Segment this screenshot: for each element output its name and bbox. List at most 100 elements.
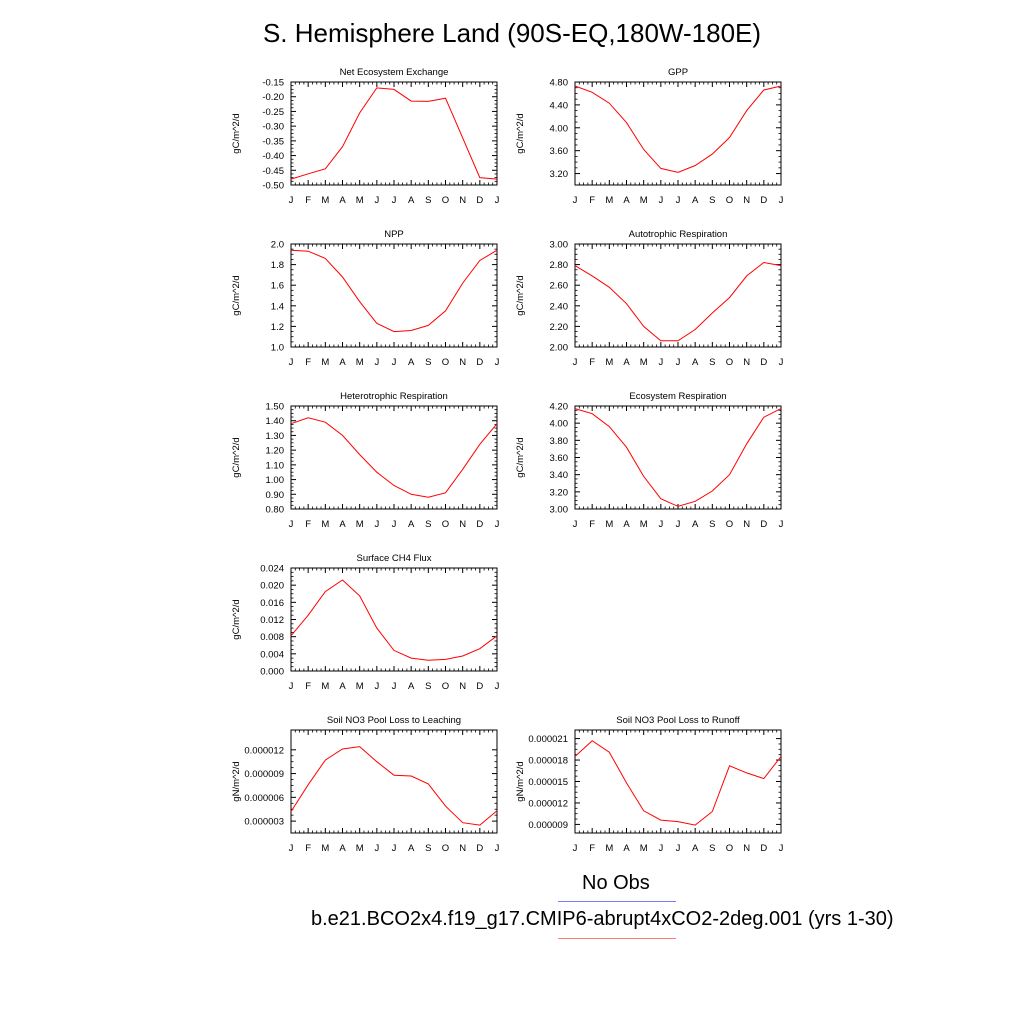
x-tick-label: A	[623, 843, 630, 854]
x-tick-label: F	[589, 519, 595, 530]
y-tick-label: 4.00	[550, 419, 569, 430]
y-tick-label: 1.50	[266, 402, 285, 413]
x-tick-label: M	[640, 357, 648, 368]
y-tick-label: 4.40	[550, 100, 569, 111]
x-tick-label: N	[743, 195, 750, 206]
x-tick-label: N	[459, 519, 466, 530]
x-tick-label: A	[339, 195, 346, 206]
y-tick-label: -0.20	[262, 92, 284, 103]
series-line	[574, 261, 782, 342]
y-tick-label: 3.80	[550, 436, 569, 447]
x-tick-label: M	[640, 843, 648, 854]
x-tick-label: M	[356, 195, 364, 206]
x-tick-label: J	[495, 519, 500, 530]
x-tick-label: F	[305, 195, 311, 206]
x-tick-label: J	[573, 357, 578, 368]
y-tick-label: 1.00	[266, 475, 285, 486]
x-tick-label: S	[425, 357, 431, 368]
x-tick-label: O	[442, 681, 449, 692]
x-tick-label: M	[321, 519, 329, 530]
y-tick-label: 0.004	[260, 649, 284, 660]
x-tick-label: J	[676, 195, 681, 206]
x-tick-label: N	[743, 357, 750, 368]
x-tick-label: A	[692, 519, 699, 530]
x-tick-label: F	[305, 843, 311, 854]
y-tick-label: 0.80	[266, 505, 285, 516]
x-tick-label: J	[392, 843, 397, 854]
x-tick-label: N	[459, 843, 466, 854]
x-tick-label: O	[442, 843, 449, 854]
y-tick-label: 4.00	[550, 123, 569, 134]
x-tick-label: J	[779, 843, 784, 854]
x-tick-label: J	[495, 681, 500, 692]
y-axis-label: gC/m^2/d	[515, 113, 526, 153]
x-tick-label: S	[709, 195, 715, 206]
y-tick-label: -0.15	[262, 78, 284, 89]
x-tick-label: A	[408, 519, 415, 530]
y-axis-label: gC/m^2/d	[231, 275, 242, 315]
x-tick-label: A	[692, 843, 699, 854]
page-title: S. Hemisphere Land (90S-EQ,180W-180E)	[262, 18, 762, 48]
legend-model-label: b.e21.BCO2x4.f19_g17.CMIP6-abrupt4xCO2-2…	[311, 908, 894, 930]
y-tick-label: 1.10	[266, 460, 285, 471]
y-tick-label: 3.40	[550, 470, 569, 481]
x-tick-label: A	[339, 357, 346, 368]
legend-obs-line	[558, 901, 676, 902]
x-tick-label: J	[779, 519, 784, 530]
x-tick-label: D	[476, 195, 483, 206]
x-tick-label: A	[623, 195, 630, 206]
y-tick-label: 2.60	[550, 281, 569, 292]
x-tick-label: J	[573, 843, 578, 854]
y-tick-label: -0.50	[262, 181, 284, 192]
x-tick-label: O	[442, 519, 449, 530]
x-tick-label: D	[476, 681, 483, 692]
x-tick-label: N	[743, 843, 750, 854]
y-tick-label: 0.000012	[528, 798, 568, 809]
series-line	[574, 740, 782, 826]
x-tick-label: J	[676, 519, 681, 530]
legend-model-line	[558, 938, 676, 939]
x-tick-label: M	[605, 519, 613, 530]
x-tick-label: A	[339, 681, 346, 692]
y-axis-label: gN/m^2/d	[231, 761, 242, 801]
x-tick-label: J	[676, 357, 681, 368]
y-tick-label: 3.60	[550, 146, 569, 157]
x-tick-label: J	[374, 195, 379, 206]
x-tick-label: N	[459, 681, 466, 692]
x-tick-label: D	[476, 357, 483, 368]
y-tick-label: 0.000003	[244, 817, 284, 828]
chart-title: Autotrophic Respiration	[629, 229, 728, 240]
x-tick-label: O	[442, 195, 449, 206]
x-tick-label: S	[425, 681, 431, 692]
y-tick-label: 2.0	[271, 240, 284, 251]
x-tick-label: J	[658, 843, 663, 854]
y-tick-label: 2.80	[550, 260, 569, 271]
plot-frame	[574, 81, 782, 186]
y-tick-label: -0.40	[262, 151, 284, 162]
y-tick-label: 0.90	[266, 490, 285, 501]
plot-frame	[290, 729, 498, 834]
x-tick-label: S	[709, 519, 715, 530]
y-tick-label: 0.000006	[244, 793, 284, 804]
series-line	[290, 579, 498, 661]
x-tick-label: A	[408, 195, 415, 206]
x-tick-label: S	[425, 843, 431, 854]
y-axis-label: gN/m^2/d	[515, 761, 526, 801]
chart-title: Surface CH4 Flux	[357, 553, 432, 564]
y-tick-label: 0.000018	[528, 756, 568, 767]
y-tick-label: 1.30	[266, 431, 285, 442]
x-tick-label: A	[408, 357, 415, 368]
y-tick-label: 1.6	[271, 281, 284, 292]
x-tick-label: J	[495, 357, 500, 368]
x-tick-label: A	[408, 843, 415, 854]
x-tick-label: J	[392, 357, 397, 368]
chart-title: NPP	[384, 229, 404, 240]
y-tick-label: 3.60	[550, 453, 569, 464]
x-tick-label: M	[321, 843, 329, 854]
x-tick-label: M	[356, 843, 364, 854]
chart-title: Soil NO3 Pool Loss to Leaching	[327, 715, 461, 726]
